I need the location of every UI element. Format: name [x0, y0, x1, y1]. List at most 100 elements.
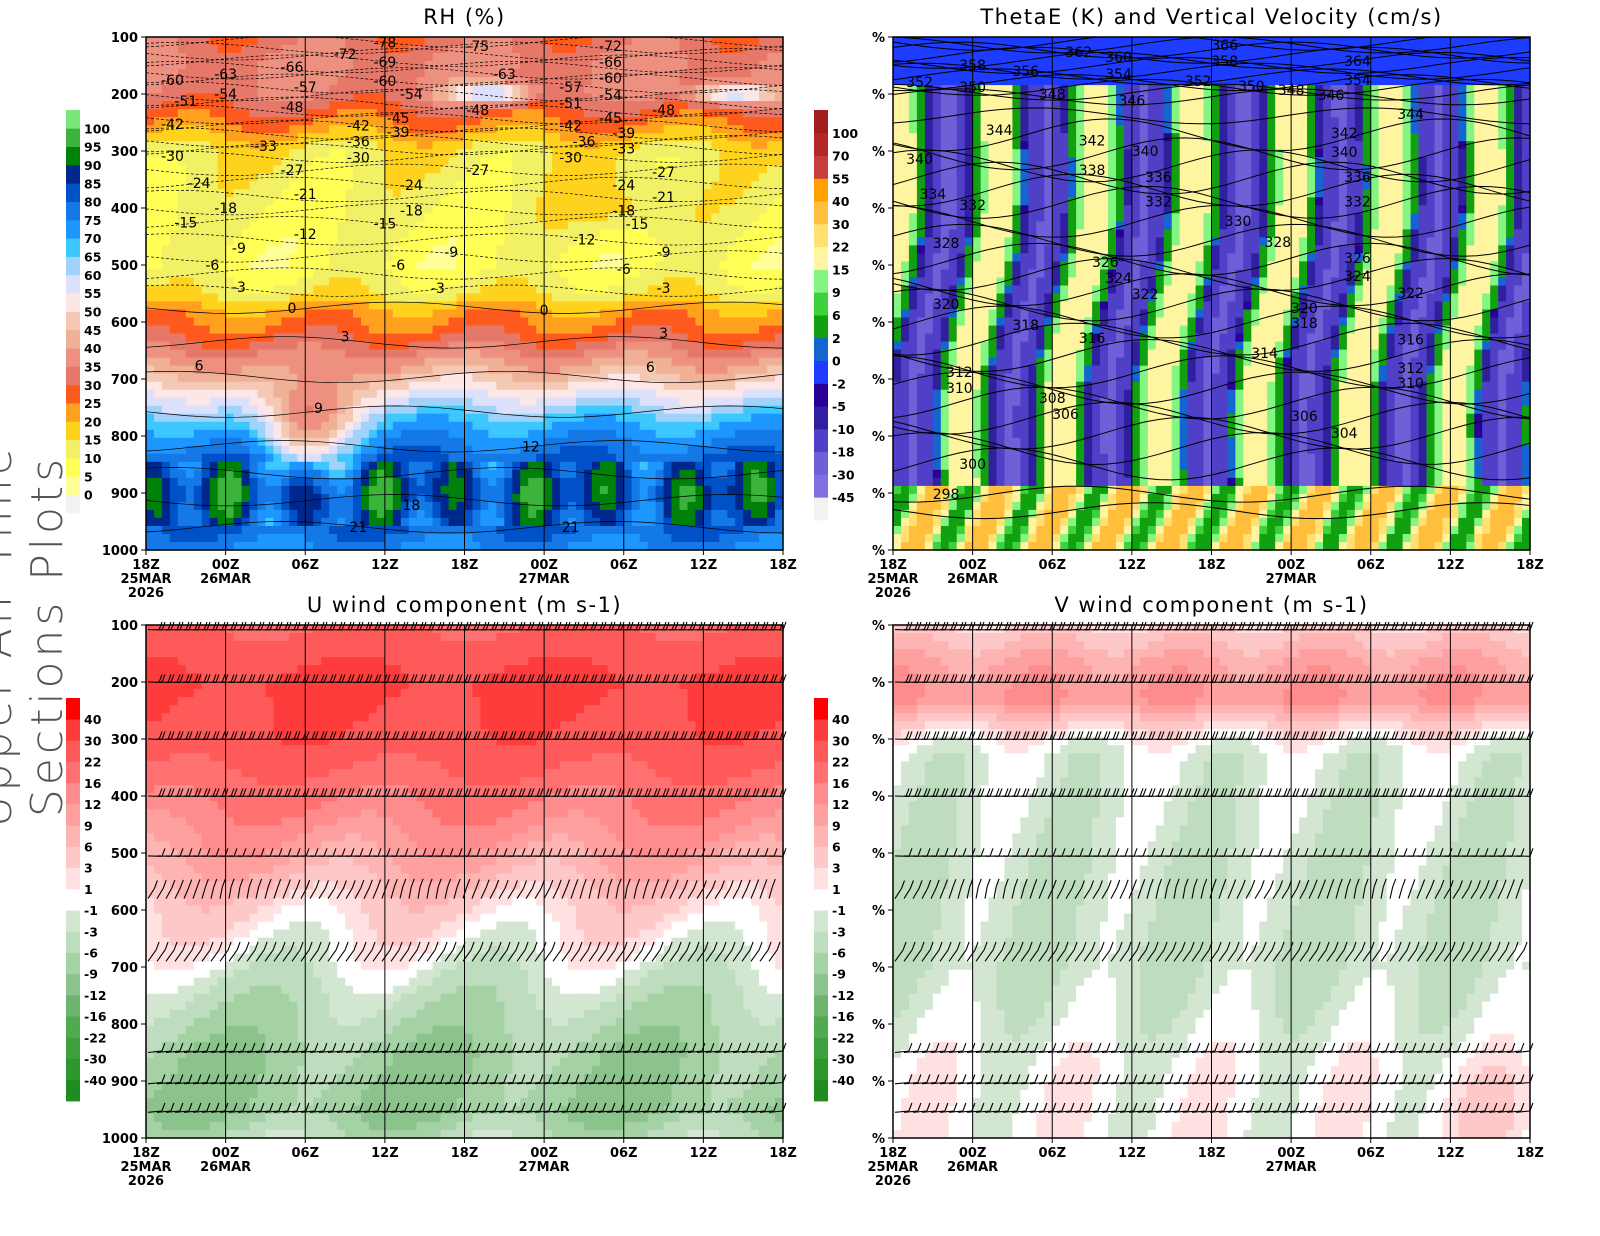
field-cell: [576, 462, 585, 471]
field-cell: [186, 454, 195, 463]
field-cell: [512, 350, 521, 359]
field-cell: [560, 197, 569, 206]
field-cell: [401, 278, 410, 287]
field-cell: [250, 229, 259, 238]
field-cell: [680, 486, 689, 495]
field-cell: [711, 37, 720, 46]
field-cell: [194, 133, 203, 142]
field-cell: [226, 526, 235, 535]
field-cell: [154, 261, 163, 270]
field-cell: [409, 398, 418, 407]
field-cell: [258, 534, 267, 543]
field-cell: [711, 382, 720, 391]
field-cell: [401, 366, 410, 375]
field-cell: [584, 197, 593, 206]
field-cell: [664, 406, 673, 415]
field-cell: [719, 101, 728, 110]
field-cell: [441, 406, 450, 415]
field-cell: [512, 149, 521, 158]
field-cell: [473, 470, 482, 479]
field-cell: [170, 486, 179, 495]
field-cell: [457, 342, 466, 351]
field-cell: [496, 165, 505, 174]
field-cell: [703, 213, 712, 222]
field-cell: [250, 534, 259, 543]
field-cell: [377, 462, 386, 471]
field-cell: [369, 133, 378, 142]
field-cell: [457, 510, 466, 519]
field-cell: [536, 294, 545, 303]
field-cell: [528, 149, 537, 158]
field-cell: [512, 334, 521, 343]
field-cell: [528, 494, 537, 503]
field-cell: [759, 326, 768, 335]
field-cell: [377, 326, 386, 335]
field-cell: [281, 358, 290, 367]
field-cell: [680, 61, 689, 70]
field-cell: [473, 125, 482, 134]
field-cell: [162, 310, 171, 319]
field-cell: [600, 478, 609, 487]
field-cell: [449, 93, 458, 102]
field-cell: [313, 366, 322, 375]
field-cell: [457, 157, 466, 166]
field-cell: [234, 422, 243, 431]
field-cell: [640, 310, 649, 319]
field-cell: [473, 422, 482, 431]
field-cell: [393, 398, 402, 407]
field-cell: [767, 61, 776, 70]
field-cell: [759, 510, 768, 519]
field-cell: [417, 534, 426, 543]
field-cell: [433, 518, 442, 527]
field-cell: [202, 534, 211, 543]
field-cell: [672, 245, 681, 254]
field-cell: [178, 253, 187, 262]
field-cell: [488, 221, 497, 230]
field-cell: [313, 382, 322, 391]
field-cell: [488, 133, 497, 142]
field-cell: [592, 318, 601, 327]
field-cell: [329, 438, 338, 447]
field-cell: [688, 141, 697, 150]
field-cell: [186, 85, 195, 94]
field-cell: [353, 278, 362, 287]
field-cell: [552, 205, 561, 214]
field-cell: [703, 318, 712, 327]
field-cell: [281, 245, 290, 254]
field-cell: [743, 141, 752, 150]
field-cell: [321, 462, 330, 471]
field-cell: [711, 310, 720, 319]
field-cell: [695, 286, 704, 295]
field-cell: [711, 366, 720, 375]
field-cell: [576, 270, 585, 279]
field-cell: [250, 278, 259, 287]
field-cell: [178, 462, 187, 471]
field-cell: [170, 37, 179, 46]
field-cell: [265, 366, 274, 375]
field-cell: [473, 462, 482, 471]
field-cell: [210, 302, 219, 311]
field-cell: [186, 237, 195, 246]
field-cell: [672, 494, 681, 503]
field-cell: [664, 342, 673, 351]
field-cell: [242, 534, 251, 543]
field-cell: [480, 334, 489, 343]
field-cell: [751, 101, 760, 110]
field-cell: [170, 446, 179, 455]
field-cell: [751, 53, 760, 62]
field-cell: [616, 342, 625, 351]
field-cell: [242, 165, 251, 174]
field-cell: [218, 526, 227, 535]
field-cell: [162, 286, 171, 295]
field-cell: [648, 310, 657, 319]
field-cell: [600, 165, 609, 174]
field-cell: [313, 149, 322, 158]
field-cell: [576, 318, 585, 327]
field-cell: [401, 294, 410, 303]
field-cell: [560, 342, 569, 351]
field-cell: [297, 430, 306, 439]
field-cell: [592, 358, 601, 367]
field-cell: [536, 286, 545, 295]
field-cell: [186, 502, 195, 511]
field-cell: [417, 253, 426, 262]
